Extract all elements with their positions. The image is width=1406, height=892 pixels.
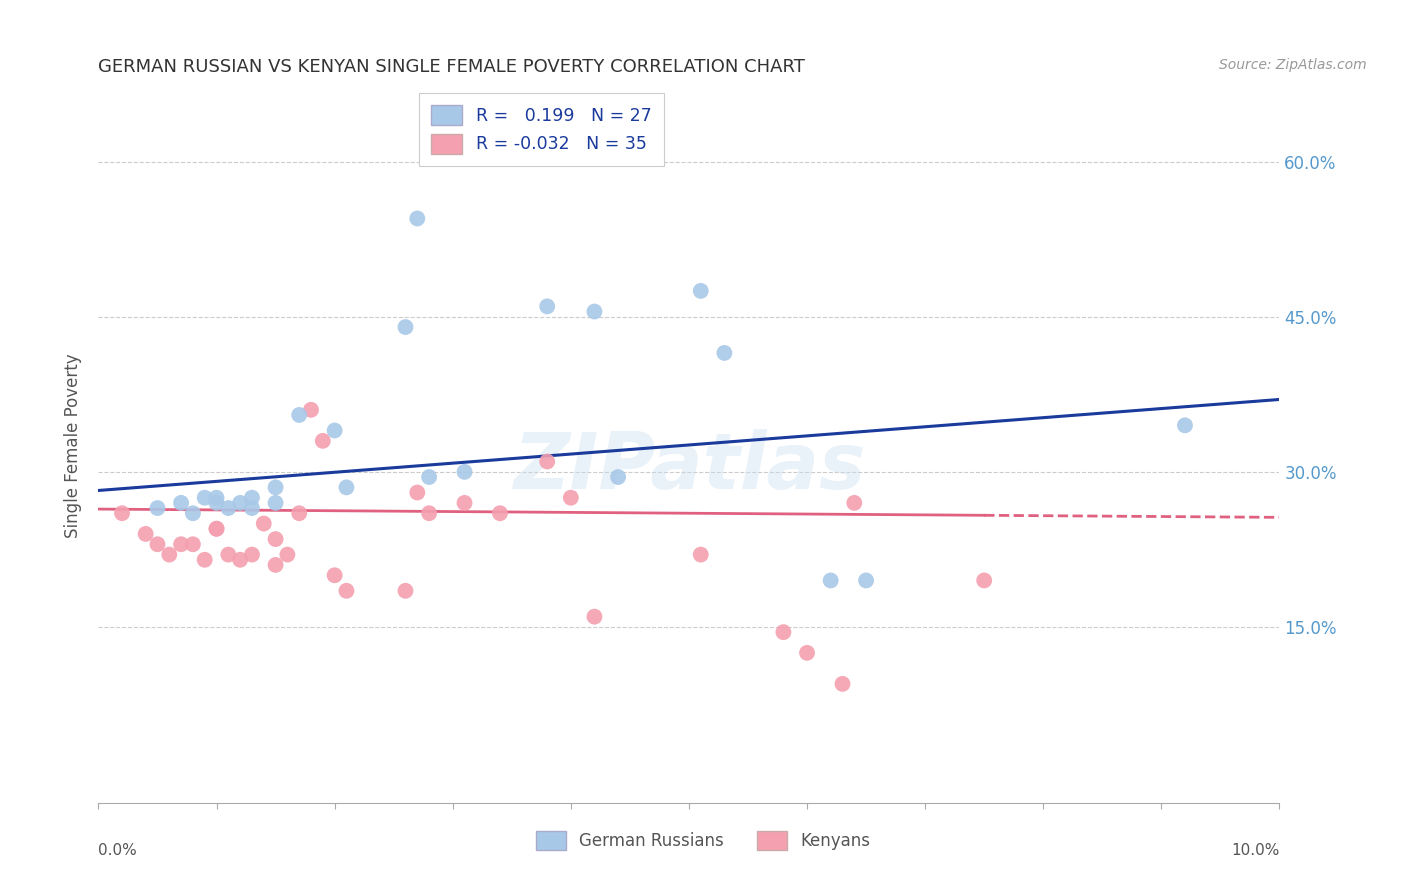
Point xyxy=(205,522,228,536)
Point xyxy=(831,677,853,691)
Point xyxy=(855,574,877,588)
Point xyxy=(146,501,169,516)
Point xyxy=(489,506,512,520)
Legend: German Russians, Kenyans: German Russians, Kenyans xyxy=(529,824,877,857)
Point xyxy=(772,625,794,640)
Point xyxy=(288,506,311,520)
Point xyxy=(170,537,193,551)
Point xyxy=(181,537,204,551)
Point xyxy=(240,501,263,516)
Point xyxy=(264,532,287,546)
Point xyxy=(713,346,735,360)
Point xyxy=(264,558,287,572)
Point xyxy=(276,548,298,562)
Point xyxy=(560,491,582,505)
Point xyxy=(689,548,711,562)
Point xyxy=(181,506,204,520)
Point xyxy=(583,304,606,318)
Point xyxy=(335,583,357,598)
Point xyxy=(796,646,818,660)
Point xyxy=(146,537,169,551)
Point xyxy=(607,470,630,484)
Point xyxy=(418,470,440,484)
Point xyxy=(217,501,239,516)
Text: GERMAN RUSSIAN VS KENYAN SINGLE FEMALE POVERTY CORRELATION CHART: GERMAN RUSSIAN VS KENYAN SINGLE FEMALE P… xyxy=(98,58,806,76)
Point xyxy=(820,574,842,588)
Point xyxy=(240,491,263,505)
Point xyxy=(229,496,252,510)
Point xyxy=(394,320,416,334)
Point xyxy=(536,454,558,468)
Point xyxy=(689,284,711,298)
Point xyxy=(453,465,475,479)
Point xyxy=(406,485,429,500)
Point xyxy=(264,496,287,510)
Point xyxy=(418,506,440,520)
Point xyxy=(312,434,335,448)
Legend: R =   0.199   N = 27, R = -0.032   N = 35: R = 0.199 N = 27, R = -0.032 N = 35 xyxy=(425,98,658,161)
Point xyxy=(111,506,134,520)
Point xyxy=(323,424,346,438)
Point xyxy=(240,548,263,562)
Point xyxy=(323,568,346,582)
Text: 0.0%: 0.0% xyxy=(98,843,138,858)
Y-axis label: Single Female Poverty: Single Female Poverty xyxy=(65,354,83,538)
Point xyxy=(205,491,228,505)
Point xyxy=(157,548,180,562)
Point xyxy=(299,402,322,417)
Text: Source: ZipAtlas.com: Source: ZipAtlas.com xyxy=(1219,58,1367,72)
Point xyxy=(170,496,193,510)
Point xyxy=(205,496,228,510)
Point xyxy=(453,496,475,510)
Point xyxy=(253,516,276,531)
Point xyxy=(194,491,217,505)
Point xyxy=(229,553,252,567)
Point xyxy=(217,548,239,562)
Text: ZIPatlas: ZIPatlas xyxy=(513,429,865,506)
Point xyxy=(194,553,217,567)
Point xyxy=(335,480,357,494)
Point xyxy=(264,480,287,494)
Point xyxy=(1174,418,1197,433)
Text: 10.0%: 10.0% xyxy=(1232,843,1279,858)
Point xyxy=(394,583,416,598)
Point xyxy=(583,609,606,624)
Point xyxy=(406,211,429,226)
Point xyxy=(844,496,866,510)
Point xyxy=(135,527,157,541)
Point xyxy=(205,522,228,536)
Point xyxy=(288,408,311,422)
Point xyxy=(973,574,995,588)
Point xyxy=(536,299,558,313)
